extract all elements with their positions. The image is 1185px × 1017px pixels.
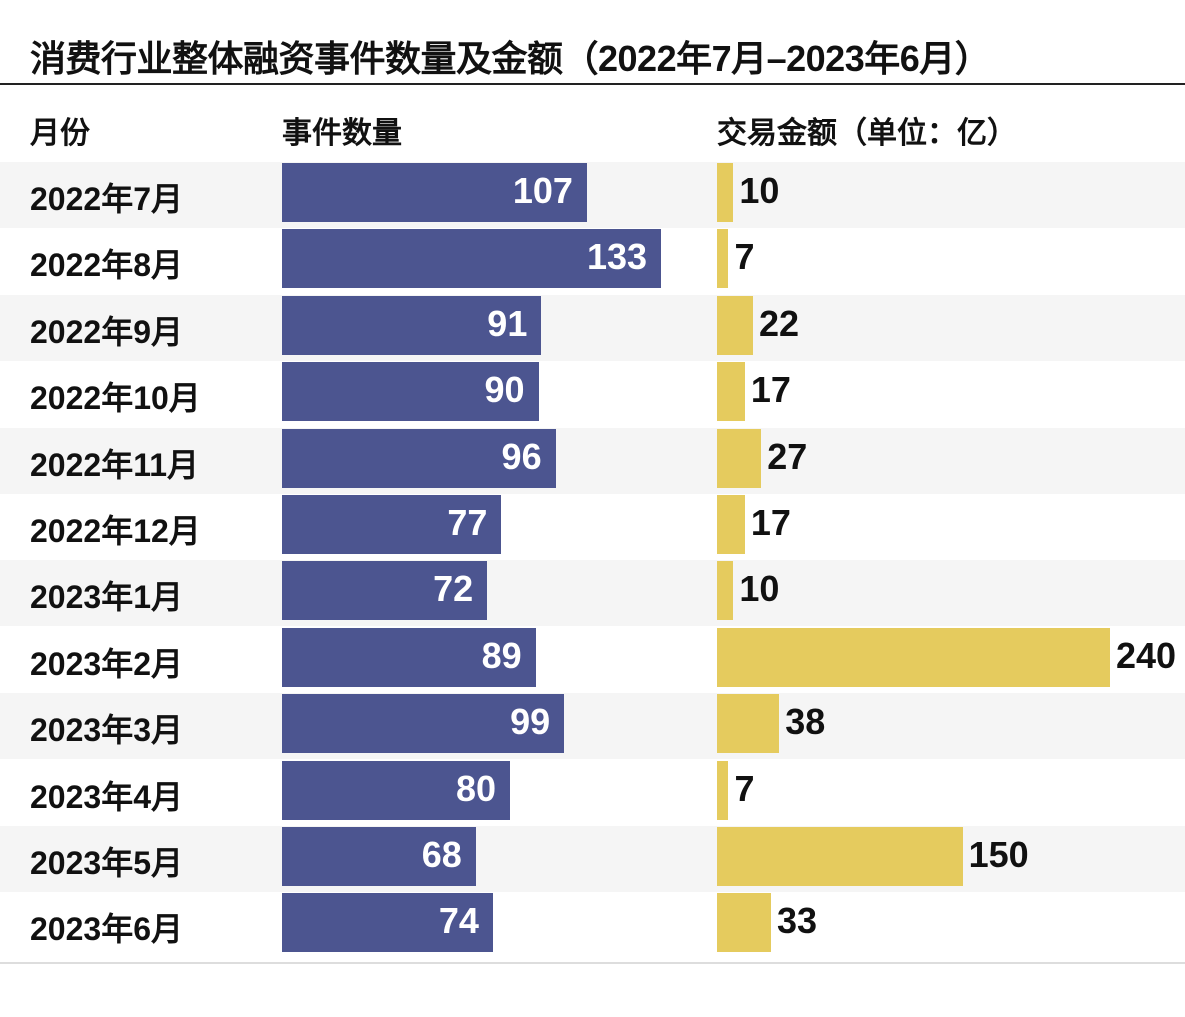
- count-value-label: 80: [455, 767, 496, 809]
- count-bar: [282, 295, 542, 355]
- amount-value-label: 240: [1116, 634, 1177, 676]
- month-label: 2022年12月: [30, 513, 201, 549]
- bottom-rule: [0, 962, 1185, 964]
- amount-bar: [717, 893, 772, 953]
- count-value-label: 91: [487, 302, 528, 344]
- amount-bar: [717, 627, 1110, 687]
- month-label: 2023年3月: [30, 712, 183, 749]
- column-header-month: 月份: [30, 117, 90, 150]
- table-row: 2023年3月 99 38: [0, 693, 1185, 760]
- count-bar: [282, 827, 476, 886]
- amount-value-label: 38: [785, 701, 826, 743]
- amount-value-label: 17: [750, 502, 791, 543]
- month-label: 2023年1月: [30, 579, 183, 616]
- column-header-count: 事件数量: [282, 117, 402, 150]
- amount-bar: [717, 295, 754, 355]
- amount-value-label: 22: [759, 302, 800, 344]
- amount-value-label: 17: [750, 369, 791, 411]
- amount-bar: [717, 694, 780, 754]
- column-header-amount: 交易金额（单位：亿）: [717, 117, 1017, 150]
- count-bar: [282, 627, 536, 687]
- amount-value-label: 7: [734, 767, 755, 809]
- table-row: 2022年10月 90 17: [0, 361, 1185, 427]
- count-value-label: 96: [501, 435, 542, 477]
- amount-bar: [717, 561, 734, 621]
- count-bar: [282, 428, 556, 488]
- amount-value-label: 27: [767, 435, 808, 477]
- month-label: 2022年7月: [30, 181, 183, 217]
- count-value-label: 99: [510, 701, 551, 743]
- table-row: 2023年4月 80 7: [0, 760, 1185, 826]
- count-bar: [282, 495, 502, 554]
- month-label: 2023年4月: [30, 778, 183, 815]
- amount-value-label: 33: [777, 900, 818, 942]
- count-bar: [282, 163, 587, 222]
- count-value-label: 89: [481, 634, 522, 676]
- count-bar: [282, 229, 662, 289]
- count-value-label: 68: [421, 834, 462, 875]
- count-value-label: 77: [447, 502, 488, 543]
- amount-bar: [717, 229, 729, 289]
- table-row: 2023年2月 89 240: [0, 627, 1185, 693]
- month-label: 2023年2月: [30, 645, 183, 682]
- count-bar: [282, 561, 488, 621]
- chart-title: 消费行业整体融资事件数量及金额（2022年7月–2023年6月）: [30, 38, 991, 79]
- month-label: 2023年5月: [30, 845, 183, 881]
- month-label: 2022年8月: [30, 247, 183, 284]
- month-label: 2022年9月: [30, 313, 183, 350]
- amount-value-label: 10: [739, 170, 780, 211]
- table-row: 2022年9月 91 22: [0, 294, 1185, 361]
- count-value-label: 133: [586, 236, 648, 278]
- amount-bar: [717, 163, 734, 222]
- month-label: 2022年10月: [30, 380, 201, 417]
- table-row: 2023年6月 74 33: [0, 892, 1185, 958]
- table-row: 2022年11月 96 27: [0, 427, 1185, 494]
- amount-bar: [717, 827, 963, 886]
- amount-bar: [717, 495, 745, 554]
- count-value-label: 90: [484, 369, 525, 411]
- table-row: 2022年12月 77 17: [0, 494, 1185, 560]
- amount-value-label: 7: [734, 236, 755, 278]
- table-row: 2022年8月 133 7: [0, 228, 1185, 294]
- month-label: 2022年11月: [30, 446, 200, 483]
- count-value-label: 107: [512, 170, 573, 211]
- amount-value-label: 10: [739, 568, 780, 610]
- title-rule: [0, 83, 1185, 85]
- count-bar: [282, 362, 539, 422]
- month-label: 2023年6月: [30, 911, 183, 948]
- amount-value-label: 150: [968, 834, 1029, 875]
- count-value-label: 72: [433, 568, 474, 610]
- table-row: 2023年5月 68 150: [0, 826, 1185, 892]
- count-bar: [282, 760, 510, 820]
- amount-bar: [717, 362, 745, 422]
- count-bar: [282, 694, 565, 754]
- count-bar: [282, 893, 493, 953]
- table-row: 2023年1月 72 10: [0, 560, 1185, 627]
- amount-bar: [717, 428, 762, 488]
- amount-bar: [717, 760, 729, 820]
- table-row: 2022年7月 107 10: [0, 162, 1185, 228]
- count-value-label: 74: [438, 900, 479, 942]
